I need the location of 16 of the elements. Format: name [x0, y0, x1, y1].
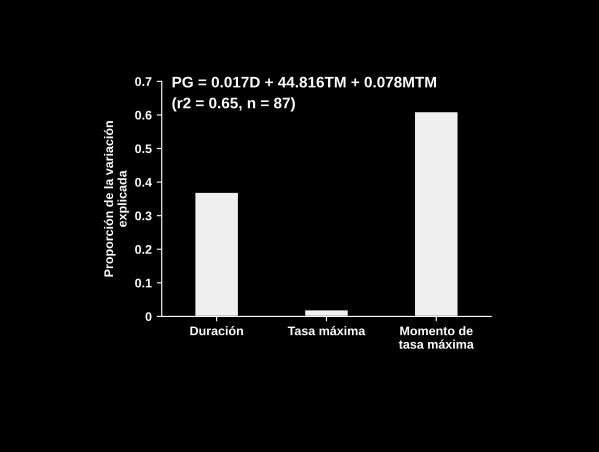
- y-tick-label: 0.3: [135, 211, 152, 220]
- y-tick-label: 0.5: [135, 144, 152, 154]
- x-tick-label: Duración: [190, 326, 243, 336]
- y-tick-label: 0: [146, 312, 152, 322]
- bar: [304, 308, 350, 316]
- y-tick-label: 0.2: [135, 245, 152, 254]
- bar: [194, 191, 240, 316]
- y-tick-label: 0.7: [135, 77, 152, 86]
- y-tick-label: 0.4: [135, 178, 152, 187]
- y-axis-title: Proporción de la variación explicada: [104, 121, 130, 277]
- chart-title: PG = 0.017D + 44.816TM + 0.078MTM (r2 = 0.65, n = 87): [172, 76, 436, 112]
- y-tick-label: 0.6: [135, 110, 152, 120]
- bar: [414, 110, 459, 316]
- x-tick-label: Momento de tasa máxima: [398, 326, 474, 349]
- x-tick-label: Tasa máxima: [288, 326, 366, 336]
- y-tick-label: 0.1: [135, 278, 152, 288]
